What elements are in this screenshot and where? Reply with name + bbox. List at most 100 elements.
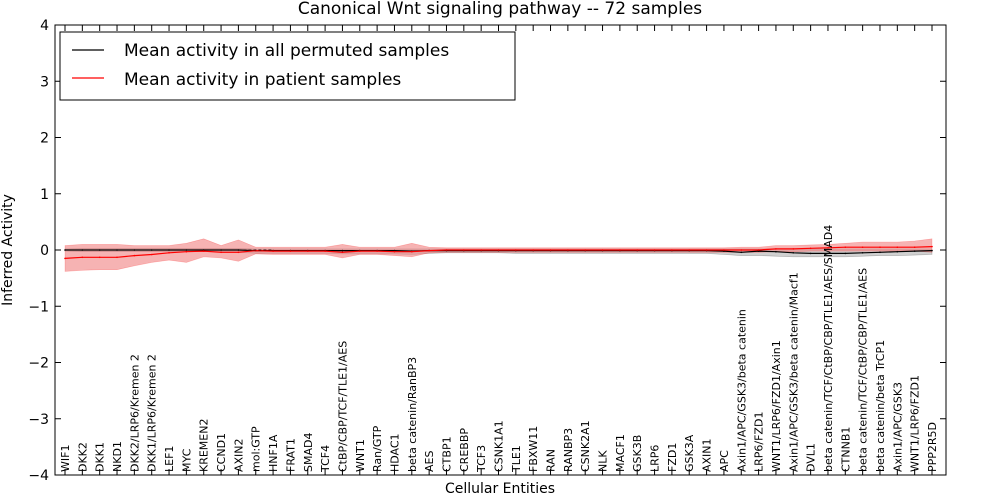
entity-label: WNT1 <box>354 439 367 472</box>
entity-label: HDAC1 <box>388 433 401 472</box>
entity-label: WNT1/LRP6/FZD1/Axin1 <box>770 340 783 472</box>
data-point <box>705 249 708 251</box>
data-point <box>827 247 829 249</box>
data-point <box>445 249 448 251</box>
y-axis-title: Inferred Activity <box>0 194 16 306</box>
data-point <box>220 251 222 254</box>
entity-label: SMAD4 <box>302 433 315 472</box>
data-point <box>376 250 378 252</box>
entity-label: NKD1 <box>111 441 124 472</box>
legend-label-patient: Mean activity in patient samples <box>124 70 401 90</box>
entity-label: DKK1 <box>94 442 107 472</box>
data-point <box>844 252 847 255</box>
data-point <box>463 249 465 251</box>
data-point <box>740 249 743 251</box>
entity-label: TCF4 <box>319 445 332 473</box>
entity-label: beta catenin/RanBP3 <box>406 357 419 472</box>
data-point <box>896 250 899 253</box>
x-axis-title: Cellular Entities <box>445 481 555 497</box>
data-point <box>844 246 847 248</box>
data-point <box>515 249 517 251</box>
data-point <box>133 249 136 251</box>
entity-label: FRAT1 <box>284 438 297 472</box>
entity-label: PPP2R5D <box>926 422 939 472</box>
data-point <box>913 250 916 252</box>
entity-label: CCND1 <box>215 433 228 472</box>
data-point <box>861 252 864 254</box>
entity-label: MYC <box>180 448 193 472</box>
data-point <box>497 249 500 251</box>
entity-label: DKK1/LRP6/Kremen 2 <box>146 354 159 472</box>
data-point <box>64 257 66 260</box>
data-point <box>723 249 725 251</box>
entity-label: FZD1 <box>666 443 679 472</box>
entity-label: AXIN2 <box>232 438 245 472</box>
entity-label: RAN <box>545 449 558 472</box>
data-point <box>809 252 812 255</box>
entity-label: CREBBP <box>458 428 471 472</box>
y-tick-label: −3 <box>28 412 49 428</box>
entity-label: GSK3B <box>631 435 644 472</box>
entity-label: beta catenin/TCF/CtBP/CBP/TLE1/AES/SMAD4 <box>822 225 835 472</box>
data-point <box>341 249 344 252</box>
data-point <box>723 250 725 252</box>
entity-label: Axin1/APC/GSK3 <box>891 382 904 472</box>
data-point <box>879 251 881 254</box>
entity-label: LEF1 <box>163 446 176 472</box>
data-point <box>809 247 812 250</box>
data-point <box>636 249 638 251</box>
entity-label: KREMEN2 <box>198 419 211 472</box>
y-tick-label: 4 <box>40 18 49 34</box>
data-point <box>341 251 344 254</box>
data-point <box>150 253 153 256</box>
entity-label: CTBP1 <box>440 436 453 472</box>
data-point <box>775 250 777 253</box>
data-point <box>549 249 552 251</box>
y-tick-label: 2 <box>40 131 49 147</box>
entity-label: FBXW11 <box>527 426 540 472</box>
data-point <box>931 245 933 248</box>
data-point <box>133 254 136 257</box>
entity-label: TLE1 <box>510 445 523 473</box>
data-point <box>792 248 795 250</box>
data-point <box>411 250 413 253</box>
data-point <box>931 249 933 252</box>
entity-label: NLK <box>597 450 610 472</box>
data-point <box>532 249 534 251</box>
data-point <box>324 250 326 252</box>
data-point <box>480 249 483 251</box>
confidence-band-patient <box>64 238 933 272</box>
data-point <box>601 249 604 251</box>
data-point <box>220 249 222 251</box>
entity-label: DKK2 <box>76 442 89 472</box>
data-point <box>307 250 309 252</box>
entity-label: APC <box>718 450 731 472</box>
y-tick-label: 1 <box>40 187 49 203</box>
entity-label: Axin1/APC/GSK3/beta catenin <box>735 309 748 472</box>
data-point <box>879 246 881 248</box>
data-point <box>688 249 690 251</box>
data-point <box>619 249 621 251</box>
entity-label: mol:GTP <box>250 426 263 472</box>
legend-label-permuted: Mean activity in all permuted samples <box>124 41 449 61</box>
data-point <box>827 252 829 255</box>
data-point <box>359 250 361 252</box>
entity-label: AES <box>423 451 436 472</box>
entity-label: TCF3 <box>475 445 488 473</box>
data-point <box>861 246 864 248</box>
data-point <box>202 249 205 251</box>
entity-label: WIF1 <box>59 445 72 472</box>
y-tick-label: 3 <box>40 74 49 90</box>
data-point <box>792 252 795 254</box>
data-point <box>116 256 118 259</box>
data-point <box>393 249 396 252</box>
data-point <box>168 252 170 254</box>
entity-label: Axin1/APC/GSK3/beta catenin/Macf1 <box>787 272 800 472</box>
data-point <box>671 249 673 251</box>
chart-title: Canonical Wnt signaling pathway -- 72 sa… <box>298 0 702 19</box>
entity-label: Ran/GTP <box>371 425 384 472</box>
entity-label: WNT1/LRP6/FZD1 <box>909 375 922 472</box>
data-point <box>584 249 586 251</box>
data-point <box>98 256 101 259</box>
data-point <box>653 249 656 251</box>
